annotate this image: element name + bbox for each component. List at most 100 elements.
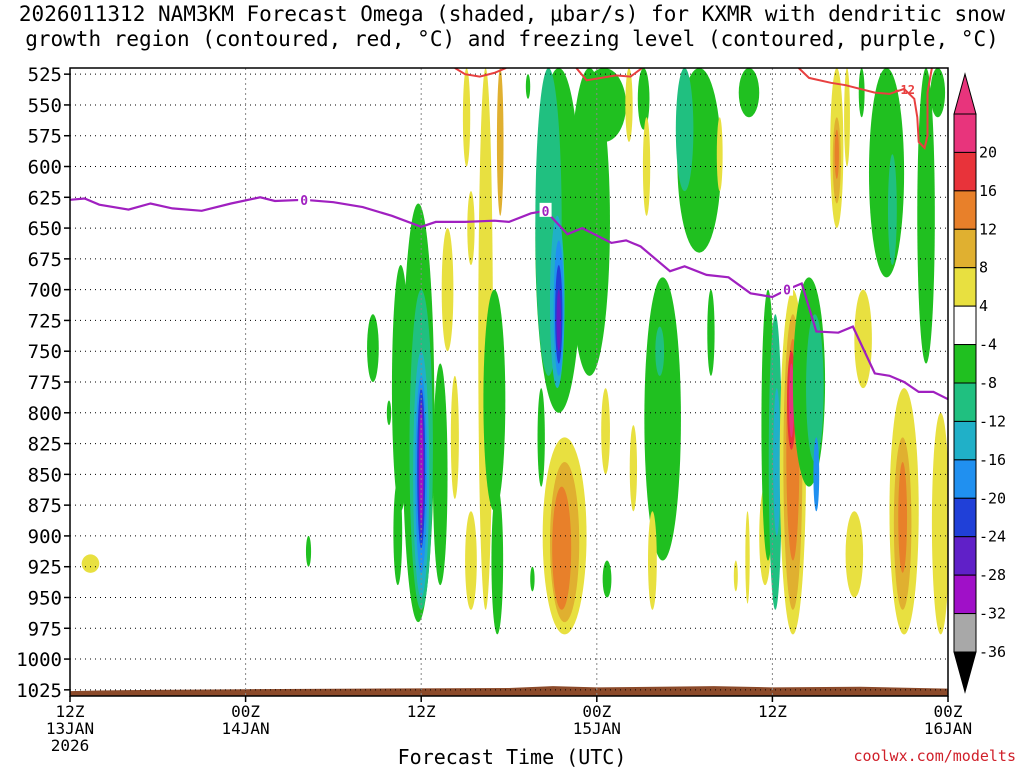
omega-feature-69: [858, 68, 865, 118]
omega-feature-1: [305, 535, 312, 567]
omega-feature-52: [745, 511, 750, 604]
contour-layer: -12 0 0 0: [70, 68, 948, 401]
omega-feature-23: [525, 74, 531, 99]
omega-feature-73: [888, 154, 897, 266]
omega-feature-24: [530, 566, 535, 592]
omega-feature-31: [556, 289, 561, 352]
y-tick-label-975: 975: [28, 618, 62, 640]
colorbar-label-11: -28: [979, 566, 1006, 584]
colorbar-band-0: [953, 113, 977, 153]
colorbar-top-triangle: [953, 72, 977, 115]
freezing-level-line: [70, 196, 948, 401]
omega-feature-71: [845, 511, 864, 598]
x-tick-label-0-0: 12Z: [56, 702, 85, 721]
omega-feature-16: [441, 228, 454, 352]
freezing-level-label-bg-2: [781, 281, 794, 296]
omega-feature-63: [806, 314, 824, 463]
dgz-contour-2: [798, 68, 933, 151]
omega-feature-25: [537, 388, 545, 487]
omega-feature-39: [625, 68, 633, 142]
colorbar-label-2: 12: [979, 220, 997, 238]
colorbar-band-6: [953, 344, 977, 384]
omega-feature-78: [931, 412, 948, 635]
y-tick-label-725: 725: [28, 310, 62, 332]
omega-feature-45: [648, 511, 657, 610]
omega-feature-32: [568, 68, 610, 376]
omega-feature-17: [462, 68, 471, 167]
omega-feature-50: [738, 68, 760, 118]
x-tick-label-12-1: 14JAN: [222, 719, 270, 738]
omega-feature-76: [898, 462, 908, 573]
colorbar-label-6: -8: [979, 374, 997, 392]
colorbar-band-7: [953, 382, 977, 422]
colorbar-bottom-triangle: [953, 651, 977, 694]
omega-feature-44: [655, 326, 665, 376]
y-tick-label-525: 525: [28, 64, 62, 86]
omega-feature-48: [707, 289, 715, 376]
dgz-contour-1: [575, 68, 643, 82]
x-tick-label-60-1: 16JAN: [924, 719, 972, 738]
omega-feature-72: [868, 68, 905, 278]
omega-feature-22: [491, 486, 504, 635]
omega-feature-49: [716, 117, 723, 192]
y-tick-label-550: 550: [28, 95, 62, 117]
y-axis: 525 550 575 600 625 650 675 700 725 750 775 800 825 8…: [16, 64, 70, 702]
x-tick-label-48-0: 12Z: [758, 702, 787, 721]
colorbar-band-4: [953, 267, 977, 307]
colorbar: 20 16 12 8 4 -4 -8 -12 -16 -20 -24 -28 -32 -36: [953, 72, 1006, 694]
colorbar-label-10: -24: [979, 528, 1006, 546]
x-tick-label-24-0: 12Z: [407, 702, 436, 721]
colorbar-band-5: [953, 305, 977, 346]
omega-feature-21: [483, 289, 506, 512]
chart-title-line-1: 2026011312 NAM3KM Forecast Omega (shaded…: [18, 2, 1006, 26]
credit-link[interactable]: coolwx.com/modelts: [853, 747, 1016, 765]
omega-shading-layer: [81, 68, 948, 635]
omega-feature-79: [930, 68, 946, 118]
y-tick-label-1000: 1000: [16, 649, 62, 671]
omega-feature-14: [450, 375, 459, 499]
x-tick-label-36-1: 15JAN: [573, 719, 621, 738]
x-tick-label-0-1: 13JAN: [46, 719, 94, 738]
dgz-contour-label: -12: [893, 83, 915, 97]
y-tick-label-925: 925: [28, 557, 62, 579]
colorbar-band-3: [953, 228, 977, 269]
y-tick-label-700: 700: [28, 280, 62, 302]
y-tick-label-850: 850: [28, 464, 62, 486]
y-tick-label-600: 600: [28, 157, 62, 179]
omega-feature-43: [644, 277, 681, 561]
terrain-layer: [70, 686, 948, 696]
colorbar-label-0: 20: [979, 143, 997, 161]
x-tick-label-12-0: 00Z: [231, 702, 260, 721]
omega-feature-40: [637, 68, 650, 130]
omega-feature-2: [367, 314, 379, 383]
omega-feature-0: [81, 554, 100, 573]
omega-feature-77: [917, 68, 935, 364]
colorbar-label-13: -36: [979, 643, 1006, 661]
colorbar-label-12: -32: [979, 605, 1006, 623]
omega-feature-47: [675, 68, 694, 192]
y-tick-label-875: 875: [28, 495, 62, 517]
colorbar-label-5: -4: [979, 336, 997, 354]
y-tick-label-1025: 1025: [16, 680, 62, 702]
y-tick-label-650: 650: [28, 218, 62, 240]
freezing-level-label-bg-0: [298, 191, 311, 206]
colorbar-band-10: [953, 497, 977, 538]
y-tick-label-625: 625: [28, 187, 62, 209]
x-tick-label-36-0: 00Z: [582, 702, 611, 721]
x-axis-title: Forecast Time (UTC): [397, 745, 627, 769]
dgz-contour-0: [454, 68, 507, 78]
omega-feature-42: [629, 425, 638, 512]
y-tick-label-950: 950: [28, 587, 62, 609]
colorbar-label-3: 8: [979, 259, 988, 277]
colorbar-label-8: -16: [979, 451, 1006, 469]
y-tick-label-900: 900: [28, 526, 62, 548]
colorbar-band-8: [953, 420, 977, 461]
omega-feature-67: [834, 129, 839, 179]
omega-feature-3: [386, 400, 392, 426]
colorbar-band-9: [953, 459, 977, 499]
y-tick-label-825: 825: [28, 434, 62, 456]
x-tick-label-0-2: 2026: [51, 736, 90, 755]
y-tick-label-800: 800: [28, 403, 62, 425]
y-tick-label-575: 575: [28, 126, 62, 148]
